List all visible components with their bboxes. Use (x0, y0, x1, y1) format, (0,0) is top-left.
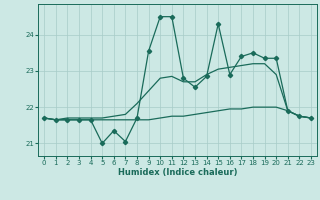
X-axis label: Humidex (Indice chaleur): Humidex (Indice chaleur) (118, 168, 237, 177)
